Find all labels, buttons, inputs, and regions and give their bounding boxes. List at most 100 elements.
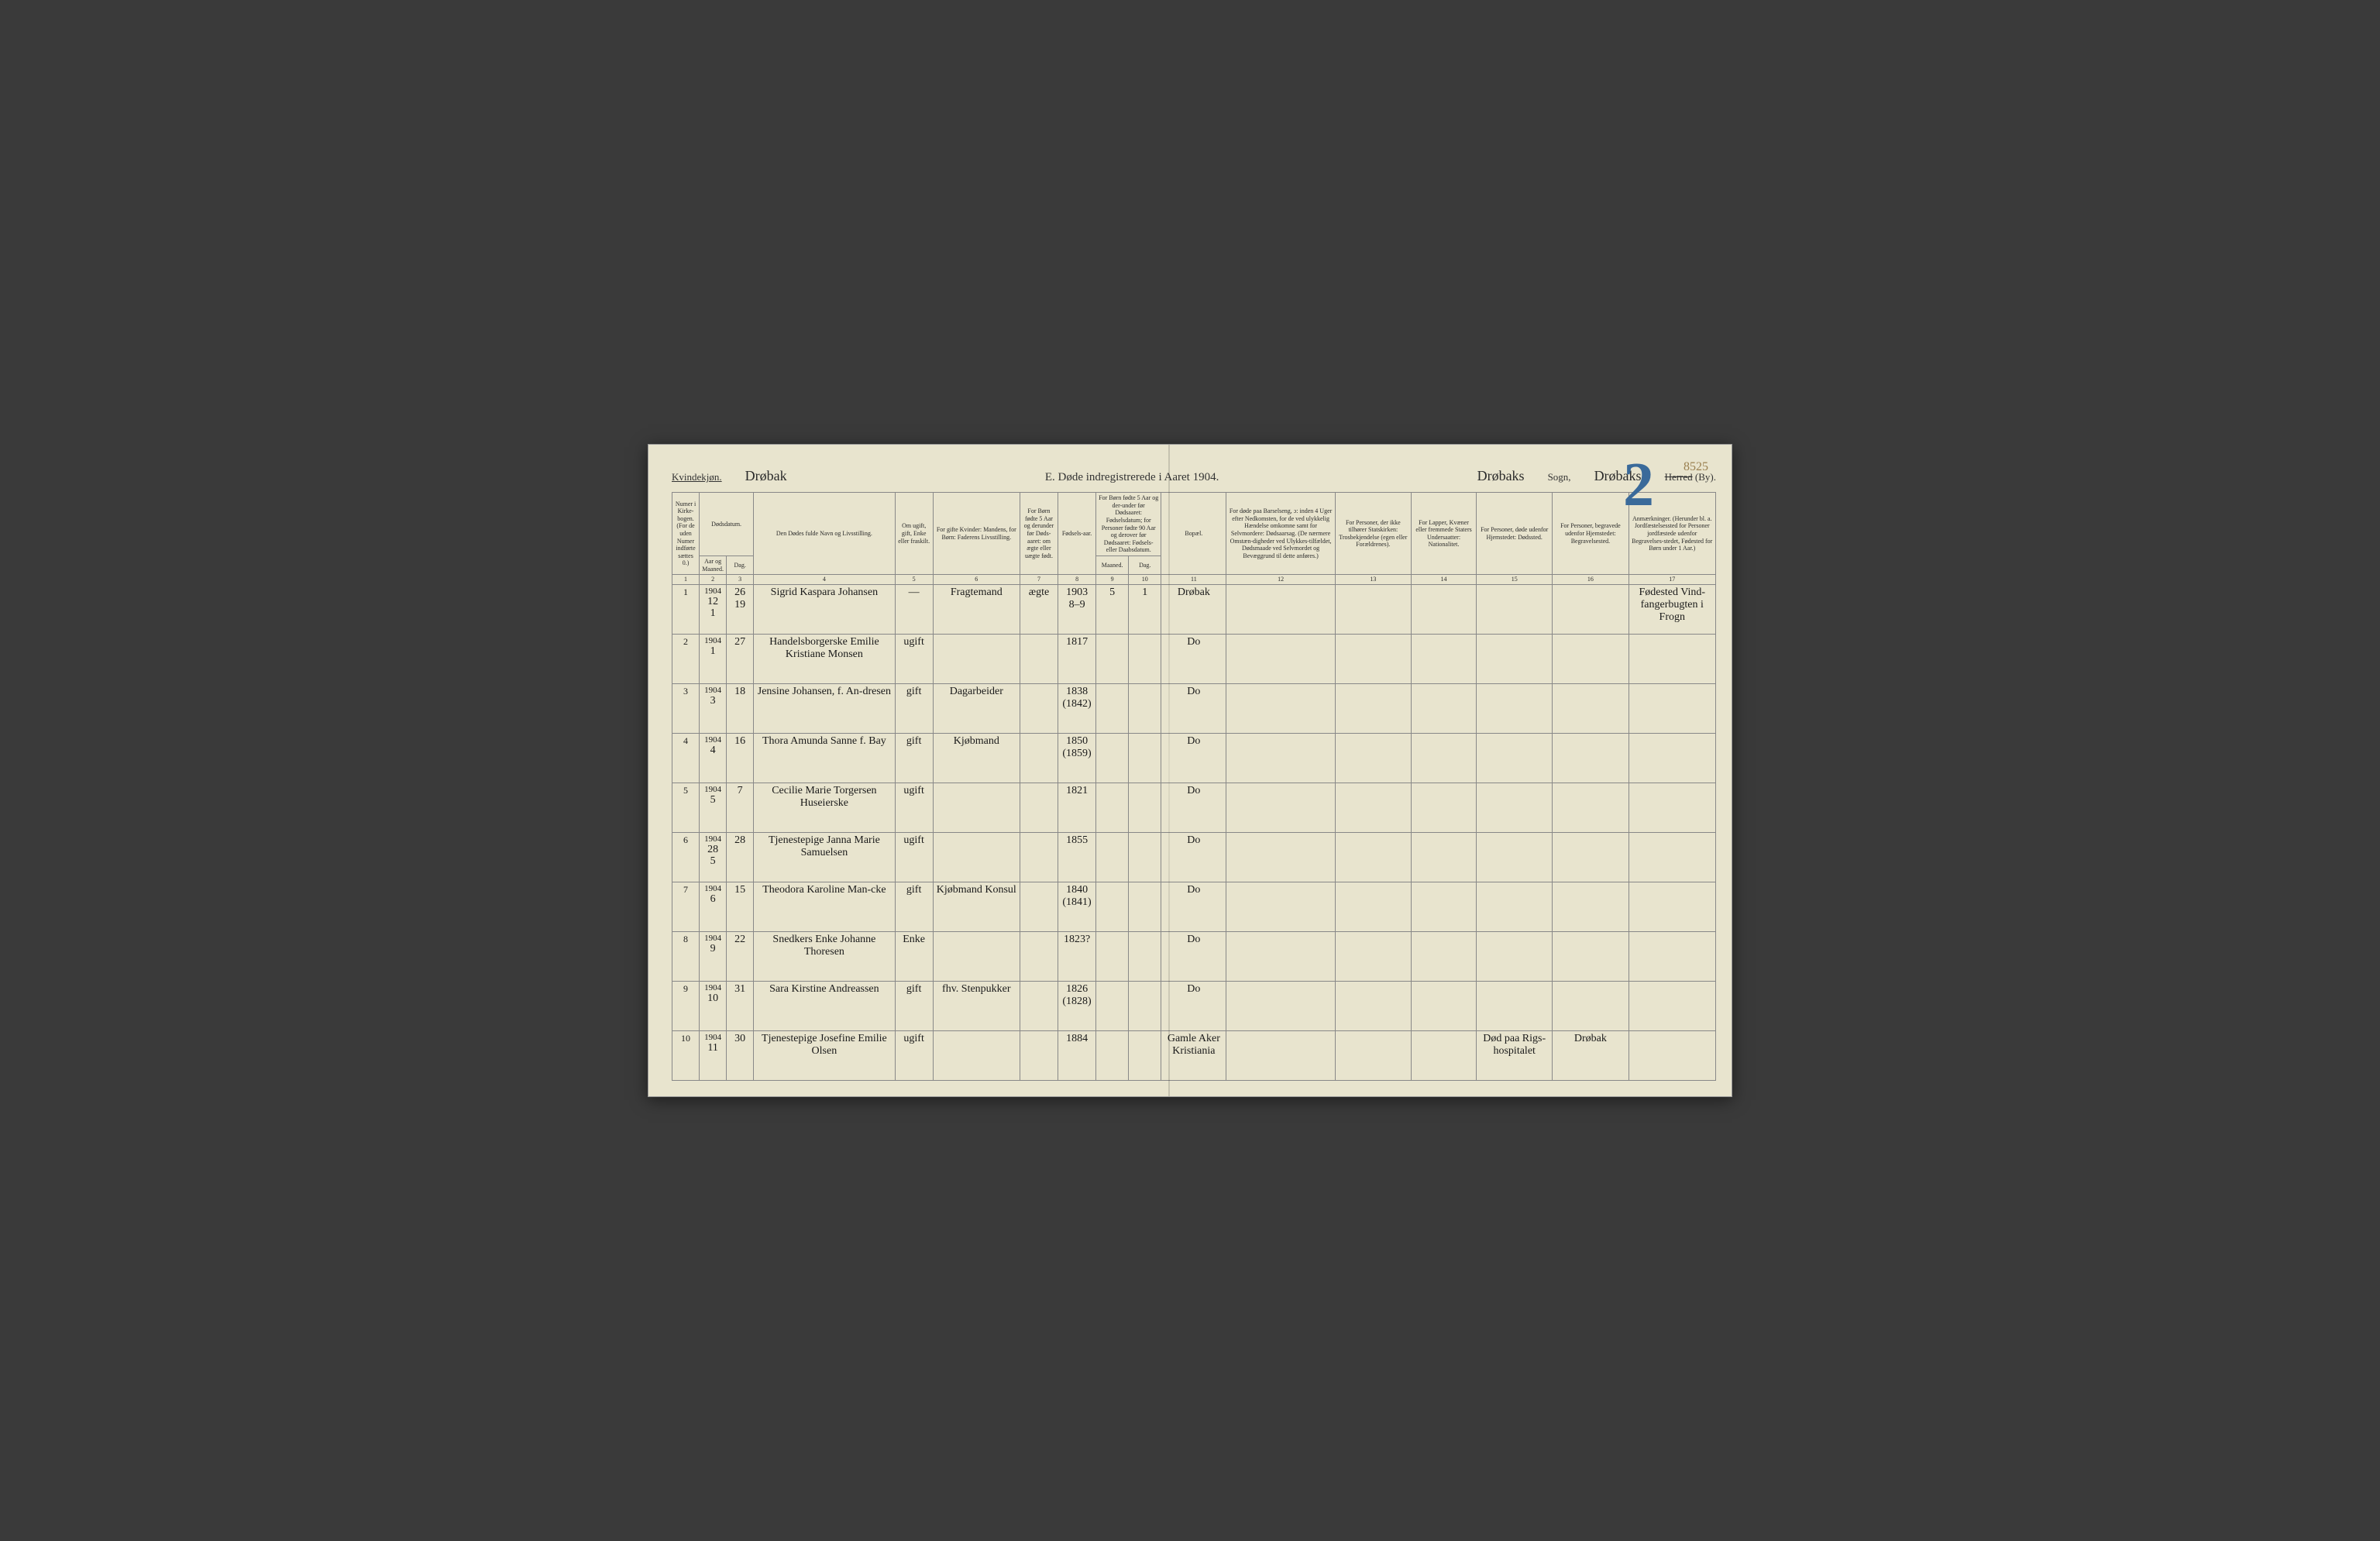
table-row: 21904127Handelsborgerske Emilie Kristian… <box>672 634 1716 683</box>
cell <box>1096 733 1129 783</box>
cell: 190410 <box>700 981 727 1030</box>
cell: 15 <box>727 882 754 931</box>
cell <box>1553 832 1629 882</box>
col-header: For Personer, begravede udenfor Hjemsted… <box>1553 493 1629 575</box>
col-header: For Børn fødte 5 Aar og derunder før Død… <box>1020 493 1058 575</box>
cell: 19041 <box>700 634 727 683</box>
cell <box>1335 832 1411 882</box>
cell <box>1129 683 1161 733</box>
cell: Do <box>1161 882 1226 931</box>
cell: Død paa Rigs-hospitalet <box>1477 1030 1553 1080</box>
col-header: Numer i Kirke-bogen. (For de uden Numer … <box>672 493 700 575</box>
cell <box>1096 882 1129 931</box>
cell <box>1226 931 1335 981</box>
col-subheader: Dag. <box>1129 556 1161 574</box>
cell <box>1335 733 1411 783</box>
cell <box>1411 882 1476 931</box>
cell: 19045 <box>700 783 727 832</box>
cell: Kjøbmand Konsul <box>933 882 1020 931</box>
cell: Snedkers Enke Johanne Thoresen <box>754 931 895 981</box>
cell <box>1129 981 1161 1030</box>
cell: 1904121 <box>700 584 727 634</box>
table-body: 1190412126 19Sigrid Kaspara Johansen—Fra… <box>672 584 1716 1080</box>
cell <box>1553 931 1629 981</box>
cell: ugift <box>895 832 933 882</box>
col-header: Om ugift, gift, Enke eller fraskilt. <box>895 493 933 575</box>
cell <box>933 634 1020 683</box>
cell <box>1226 783 1335 832</box>
cell <box>1477 683 1553 733</box>
cell: gift <box>895 981 933 1030</box>
cell: 1884 <box>1058 1030 1096 1080</box>
cell <box>1553 683 1629 733</box>
table-row: 31904318Jensine Johansen, f. An-dresengi… <box>672 683 1716 733</box>
cell: Do <box>1161 634 1226 683</box>
cell <box>933 832 1020 882</box>
cell <box>1020 683 1058 733</box>
table-row: 41904416Thora Amunda Sanne f. BaygiftKjø… <box>672 733 1716 783</box>
cell <box>1096 981 1129 1030</box>
cell: 8 <box>672 931 700 981</box>
cell: 1817 <box>1058 634 1096 683</box>
cell <box>1629 683 1715 733</box>
cell: ugift <box>895 634 933 683</box>
col-header: For døde paa Barselseng, ɔ: inden 4 Uger… <box>1226 493 1335 575</box>
cell: 1826 (1828) <box>1058 981 1096 1030</box>
cell <box>1335 1030 1411 1080</box>
cell: 7 <box>727 783 754 832</box>
cell <box>1553 981 1629 1030</box>
col-subheader: Aar og Maaned. <box>700 556 727 574</box>
cell: ugift <box>895 783 933 832</box>
cell <box>1477 733 1553 783</box>
page-title: E. Døde indregistrerede i Aaret 1904. <box>810 471 1454 484</box>
cell <box>1226 882 1335 931</box>
col-header: For Lapper, Kvæner eller fremmede Stater… <box>1411 493 1476 575</box>
cell: 28 <box>727 832 754 882</box>
cell: ugift <box>895 1030 933 1080</box>
cell: 10 <box>672 1030 700 1080</box>
cell <box>1020 1030 1058 1080</box>
cell: gift <box>895 683 933 733</box>
cell <box>1411 733 1476 783</box>
cell: 190411 <box>700 1030 727 1080</box>
cell <box>1129 783 1161 832</box>
cell <box>1553 882 1629 931</box>
cell: 19049 <box>700 931 727 981</box>
cell <box>1411 683 1476 733</box>
cell: 1821 <box>1058 783 1096 832</box>
cell: — <box>895 584 933 634</box>
col-subheader: Maaned. <box>1096 556 1129 574</box>
cell <box>1335 931 1411 981</box>
cell <box>1411 931 1476 981</box>
cell: 19044 <box>700 733 727 783</box>
col-header: Bopæl. <box>1161 493 1226 575</box>
cell <box>1096 931 1129 981</box>
col-header: For gifte Kvinder: Mandens, for Børn: Fa… <box>933 493 1020 575</box>
cell: ægte <box>1020 584 1058 634</box>
cell <box>1020 634 1058 683</box>
cell <box>1477 783 1553 832</box>
cell: Do <box>1161 783 1226 832</box>
col-header: For Personer, der ikke tilhører Statskir… <box>1335 493 1411 575</box>
cell <box>1020 931 1058 981</box>
cell: 1840 (1841) <box>1058 882 1096 931</box>
cell <box>1096 832 1129 882</box>
cell <box>1020 783 1058 832</box>
col-subheader: Dag. <box>727 556 754 574</box>
cell: gift <box>895 882 933 931</box>
cell <box>1411 981 1476 1030</box>
cell <box>1411 634 1476 683</box>
cell: 1850 (1859) <box>1058 733 1096 783</box>
cell: Sara Kirstine Andreassen <box>754 981 895 1030</box>
cell: 31 <box>727 981 754 1030</box>
col-header: For Personer, døde udenfor Hjemstedet: D… <box>1477 493 1553 575</box>
cell <box>1096 683 1129 733</box>
cell <box>1477 931 1553 981</box>
cell: Tjenestepige Janna Marie Samuelsen <box>754 832 895 882</box>
cell: 30 <box>727 1030 754 1080</box>
cell <box>933 931 1020 981</box>
cell <box>1226 584 1335 634</box>
cell: Do <box>1161 733 1226 783</box>
cell: 3 <box>672 683 700 733</box>
cell <box>1096 1030 1129 1080</box>
